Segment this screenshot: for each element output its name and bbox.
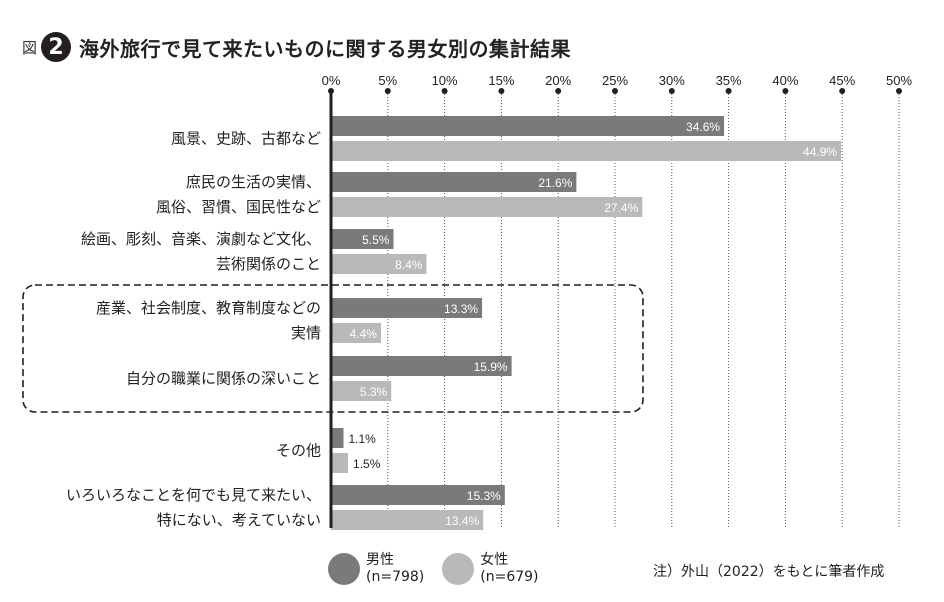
data-label: 5.5%: [362, 233, 390, 247]
data-label: 44.9%: [803, 145, 837, 159]
category-label: 芸術関係のこと: [216, 255, 321, 273]
bar-female: [331, 197, 643, 217]
tick-dot: [668, 88, 675, 94]
category-label: 特にない、考えていない: [157, 511, 321, 529]
x-tick-label: 45%: [829, 73, 855, 88]
tick-dot: [555, 88, 562, 94]
category-label: 庶民の生活の実情、: [186, 173, 321, 191]
x-tick-label: 35%: [716, 73, 742, 88]
legend-swatch-male: [328, 553, 360, 585]
data-label: 1.1%: [348, 432, 376, 446]
x-tick-label: 50%: [886, 73, 912, 88]
figure-prefix: 図: [22, 38, 38, 57]
x-tick-label: 5%: [378, 73, 397, 88]
bar-female: [331, 381, 392, 401]
bar-male: [331, 356, 512, 376]
bar-male: [331, 298, 483, 318]
x-tick-label: 0%: [322, 73, 341, 88]
category-label: いろいろなことを何でも見て来たい、: [66, 486, 321, 504]
data-label: 15.9%: [474, 360, 508, 374]
x-tick-label: 30%: [659, 73, 685, 88]
x-tick-label: 25%: [602, 73, 628, 88]
legend-n-male: (n=798): [366, 569, 425, 585]
category-label: 実情: [291, 324, 321, 342]
tick-dot: [612, 88, 618, 94]
category-label: 風景、史跡、古都など: [171, 130, 321, 148]
data-label: 15.3%: [467, 489, 501, 503]
data-label: 21.6%: [538, 176, 572, 190]
data-label: 34.6%: [686, 120, 720, 134]
tick-dot: [384, 88, 391, 94]
legend-n-female: (n=679): [480, 569, 539, 585]
x-tick-label: 10%: [432, 73, 458, 88]
bar-female: [331, 141, 842, 161]
tick-dot: [782, 88, 789, 94]
chart-header: 図 2 海外旅行で見て来たいものに関する男女別の集計結果: [22, 30, 571, 64]
legend-swatch-female: [442, 553, 475, 585]
data-label: 4.4%: [350, 327, 378, 341]
chart-title: 海外旅行で見て来たいものに関する男女別の集計結果: [79, 36, 572, 61]
category-label: 風俗、習慣、国民性など: [156, 198, 321, 216]
bar-male: [331, 172, 577, 192]
figure-number-badge: 2: [41, 32, 72, 62]
category-label: 産業、社会制度、教育制度などの: [96, 299, 321, 317]
bar-male: [331, 229, 394, 249]
data-label: 5.3%: [360, 385, 388, 399]
tick-dot: [839, 88, 846, 94]
bar-female: [331, 323, 381, 343]
legend: 男性 (n=798) 女性 (n=679): [328, 552, 557, 586]
tick-dot: [441, 88, 448, 94]
bar-female: [331, 254, 427, 274]
bar-female: [331, 453, 349, 473]
bar-female: [331, 510, 484, 530]
data-label: 8.4%: [395, 258, 423, 272]
data-label: 13.4%: [445, 514, 479, 528]
data-label: 27.4%: [604, 201, 638, 215]
data-label: 1.5%: [353, 457, 381, 471]
bar-male: [331, 428, 344, 448]
category-label: 絵画、彫刻、音楽、演劇など文化、: [81, 230, 321, 248]
tick-dot: [896, 88, 902, 94]
source-note: 注）外山（2022）をもとに筆者作成: [653, 564, 885, 580]
highlight-box: [22, 284, 644, 413]
tick-dot: [725, 88, 732, 94]
tick-dot: [498, 88, 505, 94]
category-label: その他: [276, 442, 321, 460]
bar-male: [331, 485, 505, 505]
legend-item-female: 女性 (n=679): [442, 552, 539, 586]
x-tick-label: 40%: [772, 73, 798, 88]
x-tick-label: 15%: [488, 73, 514, 88]
legend-label-female: 女性: [480, 552, 509, 568]
category-label: 自分の職業に関係の深いこと: [126, 370, 321, 388]
data-label: 13.3%: [444, 302, 478, 316]
legend-label-male: 男性: [366, 552, 394, 568]
bar-male: [331, 116, 725, 136]
legend-item-male: 男性 (n=798): [328, 552, 424, 586]
x-tick-label: 20%: [545, 73, 571, 88]
